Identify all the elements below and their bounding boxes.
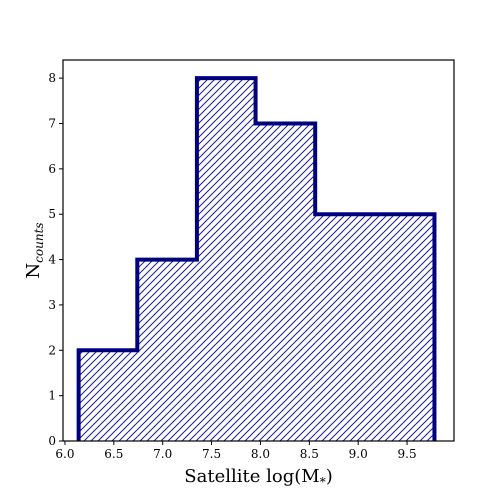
histogram-bar xyxy=(78,350,138,441)
x-tick-label: 6.5 xyxy=(104,447,123,461)
histogram-bar xyxy=(196,78,256,441)
y-tick-label: 3 xyxy=(48,298,56,312)
y-tick-label: 7 xyxy=(48,117,56,131)
y-axis-label-subscript: counts xyxy=(32,222,46,262)
y-tick-label: 4 xyxy=(48,253,56,267)
y-axis-label: Ncounts xyxy=(23,222,46,278)
y-tick-label: 5 xyxy=(48,207,56,221)
x-axis-label-close: ) xyxy=(326,466,333,487)
y-axis-ticks: 0 1 2 3 4 5 6 7 8 xyxy=(48,71,63,448)
y-tick-label: 2 xyxy=(48,343,56,357)
histogram-bar xyxy=(137,259,197,441)
x-tick-label: 8.5 xyxy=(300,447,319,461)
histogram-bars xyxy=(78,78,435,441)
histogram-outline xyxy=(76,76,437,441)
y-tick-label: 0 xyxy=(48,434,56,448)
plot-frame xyxy=(62,59,455,442)
x-tick-label: 6.0 xyxy=(55,447,74,461)
x-tick-label: 7.5 xyxy=(202,447,221,461)
histogram-bar xyxy=(255,123,316,441)
y-tick-label: 8 xyxy=(48,71,56,85)
x-axis-ticks: 6.0 6.5 7.0 7.5 8.0 8.5 9.0 9.5 xyxy=(55,441,417,461)
x-axis-label-subscript: * xyxy=(320,475,326,489)
y-tick-label: 6 xyxy=(48,162,56,176)
x-tick-label: 7.0 xyxy=(153,447,172,461)
x-tick-label: 9.5 xyxy=(398,447,417,461)
histogram-bar xyxy=(315,214,435,441)
y-tick-label: 1 xyxy=(48,389,56,403)
x-tick-label: 8.0 xyxy=(251,447,270,461)
x-axis-label: Satellite log(M*) xyxy=(184,466,332,489)
x-tick-label: 9.0 xyxy=(349,447,368,461)
